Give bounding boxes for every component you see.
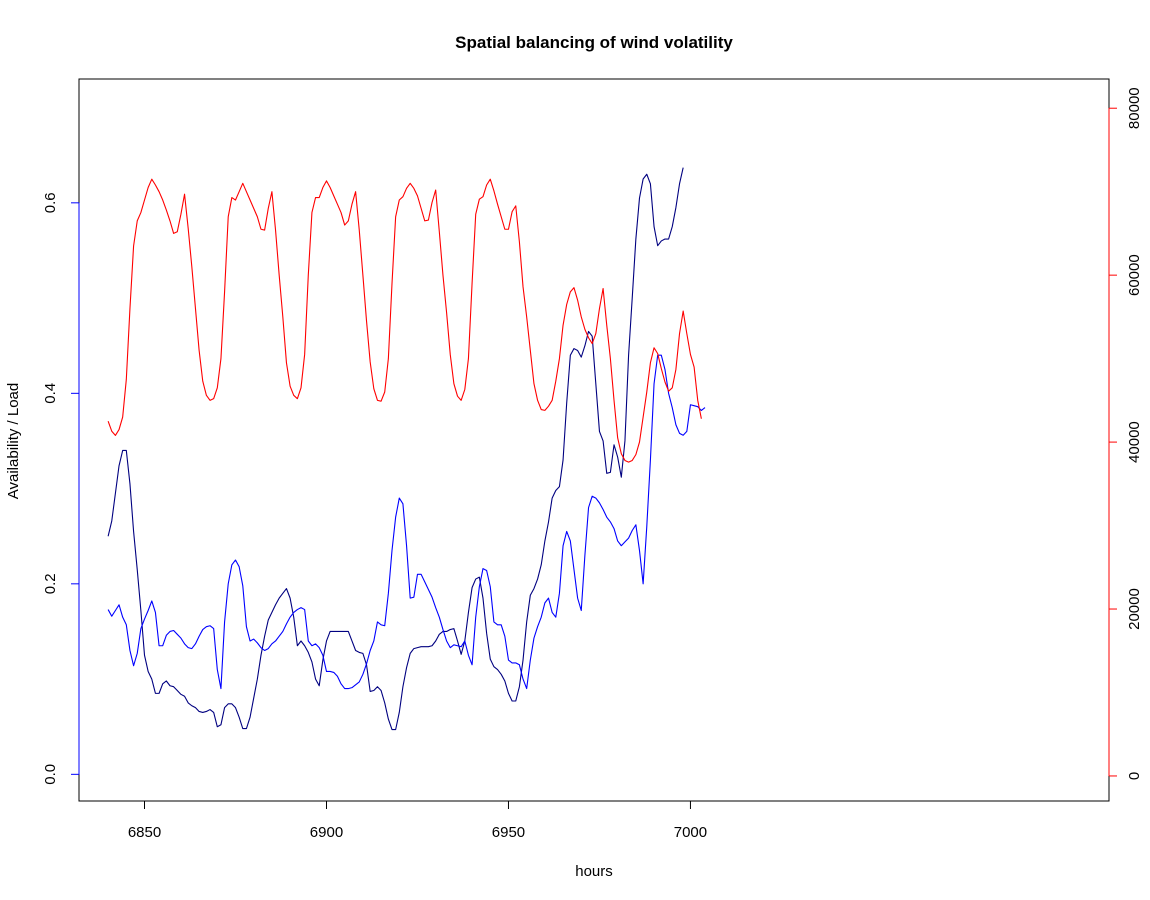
x-tick-label: 6950: [492, 824, 525, 841]
series-line-2: [107, 354, 706, 690]
x-axis-label: hours: [575, 863, 613, 880]
x-tick-label: 6900: [310, 824, 343, 841]
y-axis-right: 0 20000 40000 60000 80000: [1108, 87, 1143, 780]
x-tick-label: 6850: [128, 824, 161, 841]
x-axis: 6850 6900 6950 7000: [128, 800, 707, 841]
y-tick-label-left: 0.4: [42, 383, 59, 404]
y-axis-left: 0.0 0.2 0.4 0.6: [42, 192, 80, 785]
y-tick-label-right: 60000: [1126, 254, 1143, 296]
y-tick-label-right: 20000: [1126, 588, 1143, 630]
chart-title: Spatial balancing of wind volatility: [455, 33, 733, 52]
y-tick-label-left: 0.2: [42, 573, 59, 594]
plot-frame: [78, 78, 1110, 802]
series-layer: [107, 167, 706, 731]
y-tick-label-left: 0.0: [42, 764, 59, 785]
y-tick-label-right: 80000: [1126, 87, 1143, 129]
y-axis-label: Availability / Load: [5, 383, 22, 499]
y-tick-label-right: 40000: [1126, 421, 1143, 463]
series-line-3: [107, 178, 702, 463]
y-tick-label-right: 0: [1126, 772, 1143, 780]
x-tick-label: 7000: [674, 824, 707, 841]
y-tick-label-left: 0.6: [42, 192, 59, 213]
